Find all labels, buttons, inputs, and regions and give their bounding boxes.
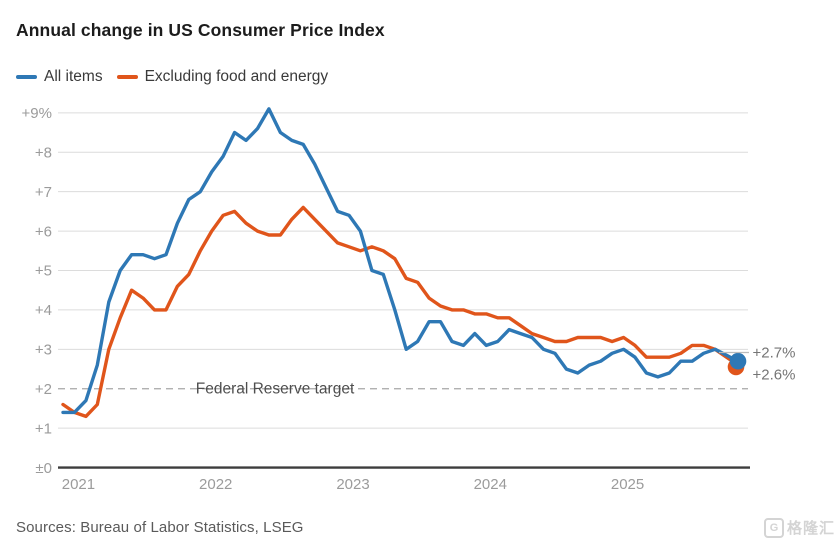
- watermark-text: 格隆汇: [786, 520, 835, 537]
- core-line: [61, 205, 740, 419]
- y-tick-label: +3: [35, 342, 52, 359]
- y-tick-label: +6: [35, 223, 52, 240]
- all-items-line: [61, 107, 740, 415]
- all-items-line-swatch-icon: [16, 74, 37, 80]
- x-tick-label: 2022: [199, 476, 232, 493]
- y-tick-label: +8: [35, 144, 52, 161]
- x-axis-labels: 2021 2022 2023 2024 2025: [62, 476, 644, 493]
- all-items-end-dot: [729, 352, 747, 370]
- x-tick-label: 2023: [336, 476, 369, 493]
- legend: All items Excluding food and energy: [16, 68, 328, 86]
- chart-title: Annual change in US Consumer Price Index: [16, 20, 385, 40]
- y-axis-labels: +9% +8 +7 +6 +5 +4 +3 +2 +1 ±0: [22, 105, 52, 477]
- y-tick-label: +2: [35, 381, 52, 398]
- y-tick-label: ±0: [35, 460, 52, 477]
- core-line-swatch-icon: [116, 74, 138, 80]
- legend-item-all-items: All items: [16, 68, 103, 86]
- core-end-label: +2.6%: [753, 367, 796, 384]
- x-tick-label: 2025: [611, 476, 644, 493]
- y-tick-label: +4: [35, 302, 52, 319]
- x-tick-label: 2021: [62, 476, 95, 493]
- legend-label-all-items: All items: [44, 68, 103, 85]
- y-tick-label: +9%: [22, 105, 52, 122]
- y-tick-label: +5: [35, 263, 52, 280]
- gelonghui-logo-icon: G: [763, 517, 784, 538]
- x-tick-label: 2024: [474, 476, 507, 493]
- fed-target-label-text: Federal Reserve target: [196, 381, 355, 398]
- y-tick-label: +7: [35, 184, 52, 201]
- gelonghui-watermark: G 格隆汇: [763, 517, 835, 538]
- data-series: [61, 107, 747, 419]
- y-tick-label: +1: [35, 420, 52, 437]
- all-items-end-label: +2.7%: [753, 345, 796, 362]
- legend-item-core: Excluding food and energy: [116, 68, 329, 86]
- sources-note: Sources: Bureau of Labor Statistics, LSE…: [16, 519, 304, 536]
- gridlines: [58, 112, 750, 469]
- end-value-labels: +2.7% +2.6%: [719, 345, 795, 384]
- legend-label-core: Excluding food and energy: [144, 68, 329, 85]
- fed-target-label: Federal Reserve target: [196, 381, 355, 398]
